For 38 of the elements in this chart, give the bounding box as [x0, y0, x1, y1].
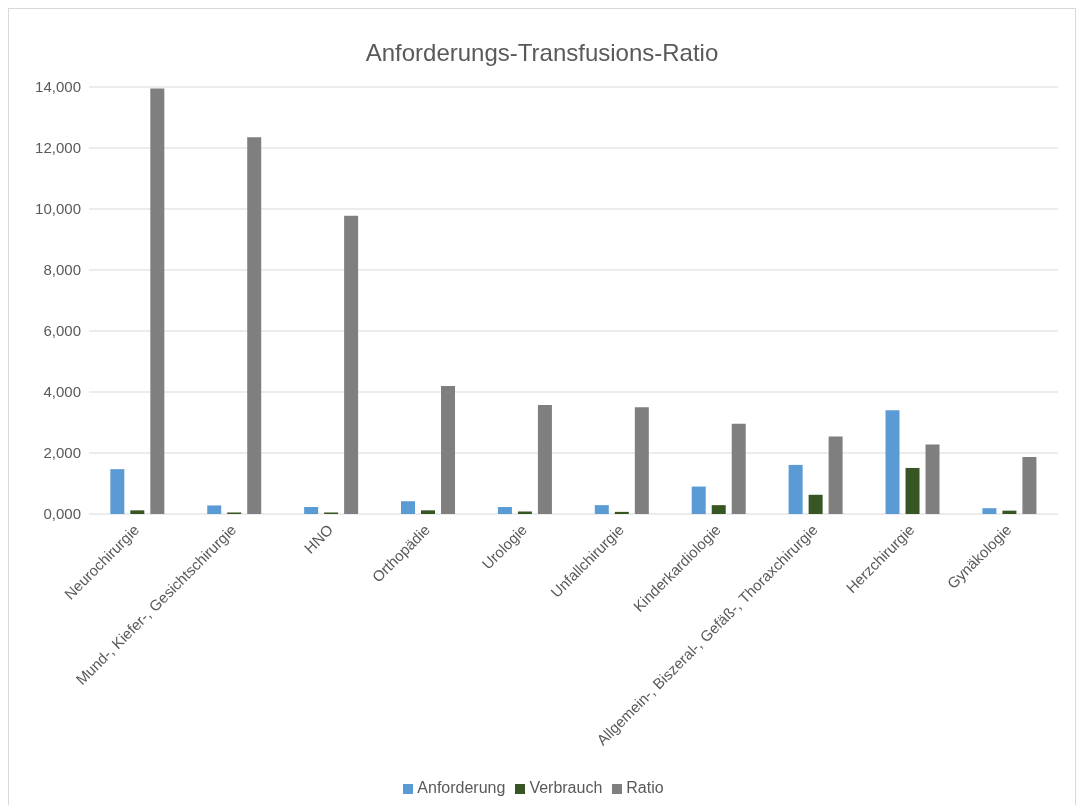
- legend-label: Verbrauch: [529, 779, 603, 796]
- bar: [982, 508, 997, 514]
- bar: [731, 423, 746, 514]
- bar: [401, 501, 416, 514]
- bar: [110, 469, 125, 514]
- y-tick-label: 6,000: [43, 322, 81, 340]
- bar: [614, 511, 629, 514]
- bar: [828, 436, 843, 514]
- bar: [634, 407, 649, 514]
- bar: [421, 510, 436, 514]
- bar: [537, 405, 552, 514]
- y-tick-label: 14,000: [35, 78, 81, 96]
- bar: [788, 464, 803, 514]
- bar: [150, 88, 165, 514]
- bar: [925, 444, 940, 514]
- bar: [691, 486, 706, 514]
- bar: [808, 494, 823, 514]
- y-tick-label: 4,000: [43, 383, 81, 401]
- bar: [304, 506, 319, 514]
- y-tick-label: 8,000: [43, 261, 81, 279]
- y-tick-label: 0,000: [43, 505, 81, 523]
- y-tick-label: 10,000: [35, 200, 81, 218]
- bar: [711, 505, 726, 514]
- bar: [247, 137, 262, 514]
- legend-label: Ratio: [626, 779, 664, 796]
- bar: [1022, 456, 1037, 514]
- bar: [905, 467, 920, 514]
- bar: [344, 215, 359, 514]
- bar: [885, 410, 900, 514]
- bar: [594, 505, 609, 514]
- bar: [497, 506, 512, 514]
- bar: [207, 505, 222, 514]
- bar: [130, 510, 145, 514]
- y-tick-label: 12,000: [35, 139, 81, 157]
- legend-label: Anforderung: [417, 779, 506, 796]
- chart-title: Anforderungs-Transfusions-Ratio: [364, 38, 720, 67]
- bar: [441, 385, 456, 514]
- y-tick-label: 2,000: [43, 444, 81, 462]
